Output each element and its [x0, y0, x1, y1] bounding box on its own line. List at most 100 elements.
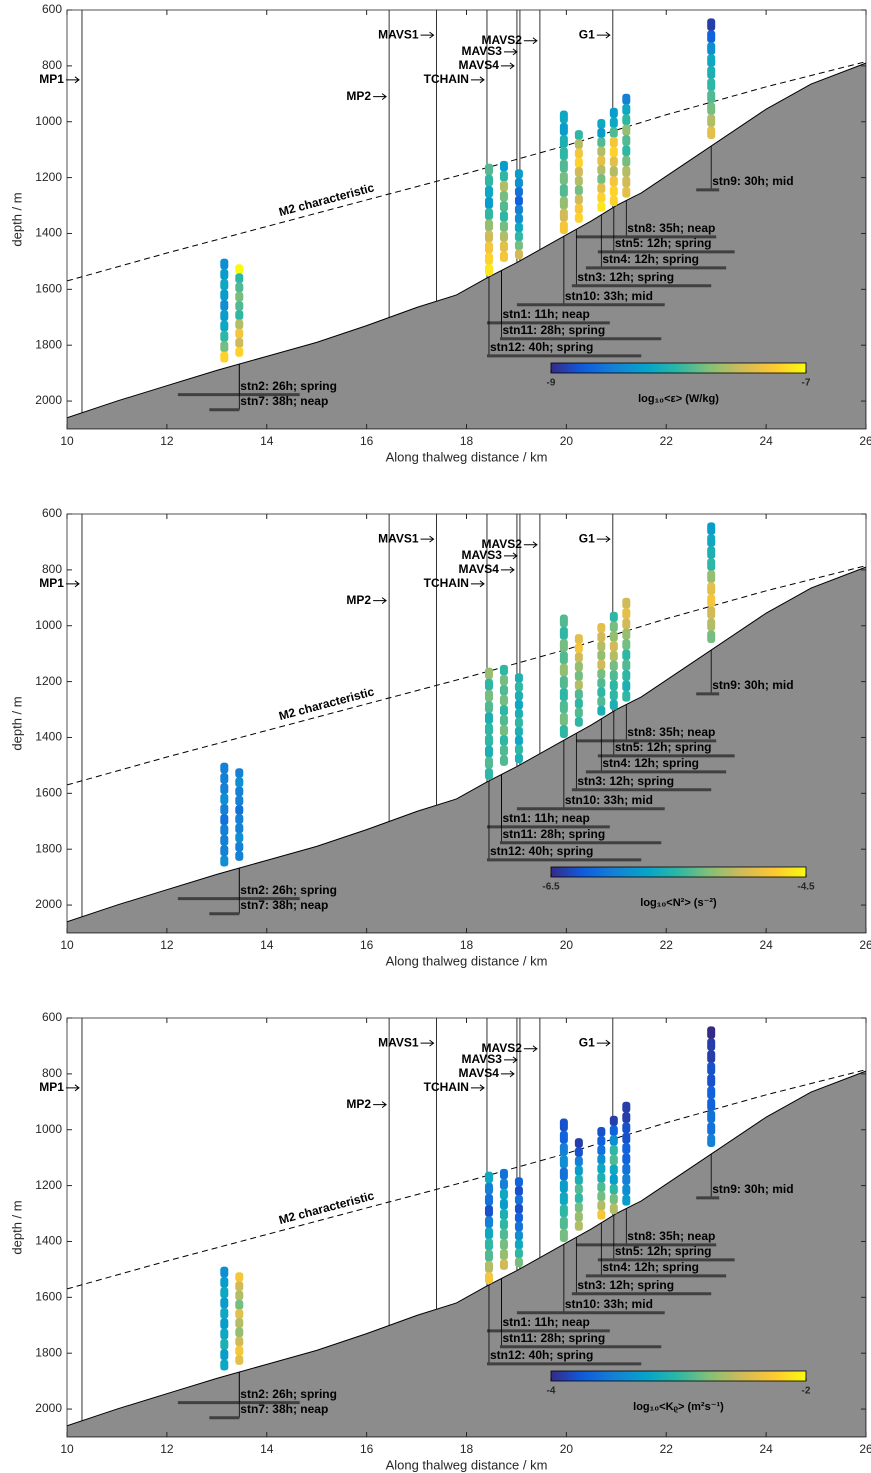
profile-segment [597, 678, 606, 688]
profile-segment [609, 1145, 618, 1156]
profile-segment [499, 211, 508, 222]
mooring-label: MAVS1 [378, 531, 419, 545]
profile-segment [574, 1184, 583, 1194]
m2-label: M2 characteristic [277, 180, 376, 219]
profile-segment [559, 1180, 568, 1193]
arrow [470, 1084, 485, 1092]
profile-segment [484, 241, 493, 254]
profile-segment [514, 735, 523, 746]
profile-segment [707, 18, 716, 31]
profile-segment [514, 1204, 523, 1214]
plot-area [67, 1018, 866, 1437]
profile-segment [707, 1050, 716, 1063]
profile-segment [609, 1125, 618, 1136]
profile-segment [597, 1126, 606, 1137]
profile-segment [514, 169, 523, 179]
x-tick-label: 14 [260, 938, 274, 952]
mooring-label: MP1 [39, 72, 64, 86]
y-tick-label: 2000 [35, 393, 62, 407]
profile-segment [707, 1086, 716, 1099]
y-axis-label: depth / m [9, 192, 24, 246]
profile-segment [707, 102, 716, 115]
arrow [503, 552, 518, 560]
profile-segment [514, 213, 523, 224]
profile-segment [574, 1202, 583, 1213]
profile-segment [235, 1299, 244, 1310]
profile-segment [707, 546, 716, 559]
profile-segment [597, 146, 606, 157]
profile-segment [514, 178, 523, 188]
profile-segment [220, 855, 229, 867]
profile-segment [514, 753, 523, 764]
profile-segment [499, 664, 508, 676]
mooring-label: MAVS4 [458, 1066, 499, 1080]
profile-segment [499, 745, 508, 756]
profile-segment [235, 1336, 244, 1347]
profile-segment [220, 1287, 229, 1299]
profile-segment [609, 1135, 618, 1146]
profile-segment [235, 805, 244, 815]
profile-segment [574, 707, 583, 718]
station-label: stn7: 38h; neap [240, 1402, 328, 1416]
profile-segment [609, 137, 618, 148]
profile-segment [484, 163, 493, 176]
y-tick-label: 1200 [35, 170, 62, 184]
arrow [373, 597, 387, 604]
profile-segment [235, 1318, 244, 1329]
profile-segment [235, 823, 244, 834]
profile-segment [574, 176, 583, 186]
arrow [596, 535, 611, 543]
profile-segment [622, 1153, 631, 1165]
profile-segment [597, 1182, 606, 1192]
arrow [596, 1039, 611, 1047]
profile-segment [707, 1074, 716, 1087]
x-tick-label: 20 [560, 434, 574, 448]
station-label: stn12: 40h; spring [490, 340, 593, 354]
profile-segment [484, 723, 493, 736]
profile-segment [484, 745, 493, 758]
profile-segment [707, 1122, 716, 1135]
arrow [470, 580, 485, 588]
profile-segment [235, 1327, 244, 1338]
profile-segment [235, 273, 244, 284]
profile-segment [220, 279, 229, 291]
profile-segment [220, 341, 229, 353]
arrow [503, 48, 518, 56]
x-tick-label: 18 [460, 434, 474, 448]
profile-segment [499, 241, 508, 252]
profile-segment [574, 139, 583, 150]
profile-segment [622, 670, 631, 681]
mooring-label: TCHAIN [424, 72, 469, 86]
x-tick-label: 20 [560, 938, 574, 952]
profile-segment [559, 1204, 568, 1218]
profile-segment [609, 641, 618, 652]
profile-segment [707, 114, 716, 127]
x-tick-label: 22 [660, 938, 674, 952]
y-axis-label: depth / m [9, 696, 24, 750]
arrow [65, 580, 80, 588]
profile-segment [499, 755, 508, 766]
seabed [67, 1070, 866, 1437]
mooring-label: MP2 [346, 89, 371, 103]
x-tick-label: 14 [260, 434, 274, 448]
profile-segment [484, 1249, 493, 1262]
profile-segment [499, 674, 508, 686]
profile-segment [499, 1219, 508, 1230]
arrow [420, 31, 435, 39]
profile-segment [622, 628, 631, 640]
profile-segment [499, 1209, 508, 1220]
profile-segment [707, 558, 716, 571]
mooring-label: MP2 [346, 1097, 371, 1111]
profile-segment [559, 1167, 568, 1181]
profile-segment [484, 185, 493, 198]
profile-segment [484, 1261, 493, 1273]
profile-segment [597, 183, 606, 194]
station-label: stn8: 35h; neap [627, 725, 715, 739]
mooring-label: MAVS3 [461, 1052, 502, 1066]
profile-segment [559, 135, 568, 148]
profile-segment [559, 676, 568, 689]
panel: M2 characteristicMP1MP2MAVS1TCHAINMAVS4M… [9, 1010, 871, 1472]
station-label: stn11: 28h; spring [502, 323, 605, 337]
y-tick-label: 1000 [35, 618, 62, 632]
m2-characteristic [67, 1069, 866, 1290]
